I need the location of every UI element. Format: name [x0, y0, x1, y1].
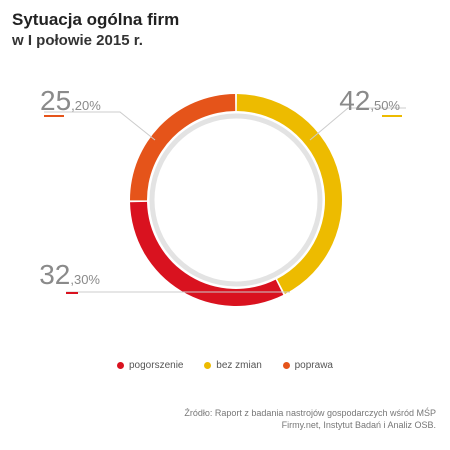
slice-bez-zmian [236, 94, 343, 295]
legend-dot-pogorszenie [117, 362, 124, 369]
data-label-poprawa: 25,20% [40, 85, 101, 116]
legend-dot-bez-zmian [204, 362, 212, 369]
legend: pogorszenie bez zmian poprawa [0, 360, 450, 372]
legend-label-bez-zmian: bez zmian [216, 360, 262, 371]
donut-slices [130, 94, 343, 306]
legend-label-pogorszenie: pogorszenie [129, 360, 184, 371]
source-line-2: Firmy.net, Instytut Badań i Analiz OSB. [281, 420, 436, 430]
data-label-pogorszenie: 32,30% [39, 259, 100, 290]
chart-subtitle: w I połowie 2015 r. [12, 32, 143, 49]
leader-line-poprawa [44, 111, 156, 141]
legend-item-poprawa: poprawa [282, 360, 333, 371]
legend-item-bez-zmian: bez zmian [204, 360, 262, 371]
callouts: 32,30% 42,50% 25,20% [39, 85, 406, 294]
legend-dot-poprawa [282, 362, 290, 369]
slice-pogorszenie [130, 201, 284, 306]
slice-poprawa [130, 94, 236, 201]
data-label-bez-zmian: 42,50% [339, 85, 400, 116]
legend-item-pogorszenie: pogorszenie [117, 360, 183, 371]
source-note: Źródło: Raport z badania nastrojów gospo… [184, 407, 436, 431]
source-line-1: Źródło: Raport z badania nastrojów gospo… [184, 408, 436, 418]
chart-title: Sytuacja ogólna firm [12, 10, 180, 29]
legend-label-poprawa: poprawa [294, 360, 333, 371]
inner-ring [149, 113, 323, 287]
leader-line-bez-zmian [309, 107, 406, 141]
